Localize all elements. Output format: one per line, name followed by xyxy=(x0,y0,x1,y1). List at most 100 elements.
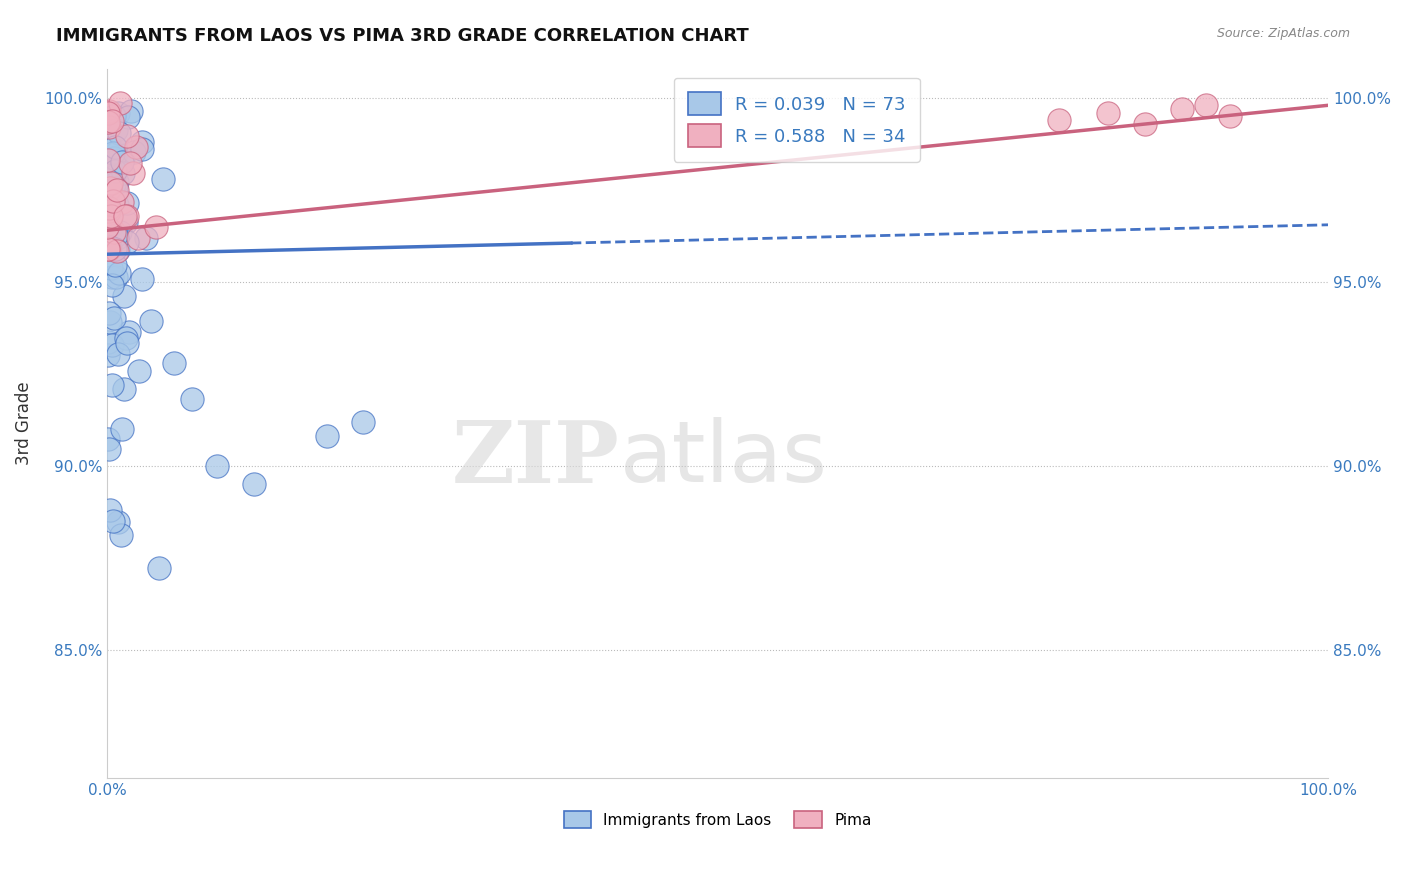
Point xyxy=(1219,109,1241,123)
Point xyxy=(103,177,125,191)
Point xyxy=(107,266,129,280)
Point xyxy=(97,348,120,362)
Point xyxy=(104,163,127,178)
Point xyxy=(163,356,186,370)
Point xyxy=(98,442,121,456)
Point xyxy=(98,240,121,254)
Point xyxy=(103,151,125,165)
Point xyxy=(111,166,134,180)
Point xyxy=(115,335,138,350)
Point xyxy=(125,140,148,154)
Text: Source: ZipAtlas.com: Source: ZipAtlas.com xyxy=(1216,27,1350,40)
Point xyxy=(97,432,120,446)
Point xyxy=(110,95,132,110)
Point xyxy=(111,155,134,169)
Y-axis label: 3rd Grade: 3rd Grade xyxy=(15,382,32,466)
Point xyxy=(110,225,132,239)
Point xyxy=(121,166,143,180)
Point xyxy=(100,315,122,329)
Point xyxy=(103,146,125,161)
Point xyxy=(105,198,128,212)
Point xyxy=(101,228,124,243)
Point xyxy=(98,103,121,118)
Text: IMMIGRANTS FROM LAOS VS PIMA 3RD GRADE CORRELATION CHART: IMMIGRANTS FROM LAOS VS PIMA 3RD GRADE C… xyxy=(56,27,749,45)
Point xyxy=(96,219,118,234)
Point xyxy=(1195,98,1218,112)
Point xyxy=(97,133,120,147)
Point xyxy=(1049,113,1071,128)
Point xyxy=(104,242,127,256)
Point xyxy=(115,129,138,144)
Point xyxy=(101,194,124,208)
Point xyxy=(104,227,127,242)
Point xyxy=(148,561,170,575)
Point xyxy=(104,270,127,285)
Point xyxy=(122,145,145,160)
Point xyxy=(97,242,120,256)
Point xyxy=(139,313,162,327)
Point xyxy=(108,126,131,140)
Point xyxy=(100,176,122,190)
Point xyxy=(115,196,138,211)
Point xyxy=(112,152,135,166)
Point xyxy=(131,135,153,149)
Point xyxy=(104,258,127,272)
Point xyxy=(114,331,136,345)
Point xyxy=(152,171,174,186)
Point xyxy=(105,146,128,161)
Point xyxy=(98,306,121,320)
Point xyxy=(1170,102,1192,116)
Point xyxy=(97,153,120,168)
Point xyxy=(100,261,122,276)
Point xyxy=(97,115,120,129)
Point xyxy=(205,458,228,473)
Point xyxy=(103,311,125,326)
Point xyxy=(315,429,337,443)
Point xyxy=(107,243,129,257)
Text: atlas: atlas xyxy=(620,417,828,500)
Point xyxy=(112,382,135,396)
Point xyxy=(101,514,124,528)
Point xyxy=(128,364,150,378)
Point xyxy=(1133,117,1156,131)
Point xyxy=(98,181,121,195)
Point xyxy=(135,231,157,245)
Point xyxy=(98,242,121,256)
Point xyxy=(103,225,125,239)
Point xyxy=(1097,105,1119,120)
Point xyxy=(105,175,128,189)
Point xyxy=(97,160,120,174)
Legend: Immigrants from Laos, Pima: Immigrants from Laos, Pima xyxy=(557,805,877,834)
Point xyxy=(114,215,136,229)
Point xyxy=(107,106,129,120)
Point xyxy=(118,156,141,170)
Point xyxy=(112,288,135,302)
Point xyxy=(181,392,204,407)
Point xyxy=(131,272,153,286)
Point xyxy=(101,113,124,128)
Point xyxy=(131,142,153,156)
Point xyxy=(104,181,127,195)
Point xyxy=(145,219,167,234)
Point xyxy=(98,201,121,215)
Point xyxy=(111,422,134,436)
Point xyxy=(105,231,128,245)
Point xyxy=(111,195,134,210)
Point xyxy=(110,528,132,542)
Point xyxy=(100,378,122,392)
Point xyxy=(100,270,122,285)
Point xyxy=(114,209,136,223)
Point xyxy=(97,334,120,349)
Point xyxy=(104,169,127,183)
Point xyxy=(100,278,122,293)
Point xyxy=(105,244,128,258)
Point xyxy=(97,105,120,120)
Point xyxy=(120,103,142,118)
Point xyxy=(118,325,141,339)
Point xyxy=(117,110,139,124)
Point xyxy=(101,338,124,352)
Point xyxy=(104,140,127,154)
Point xyxy=(103,109,125,123)
Point xyxy=(352,415,374,429)
Point xyxy=(117,235,139,249)
